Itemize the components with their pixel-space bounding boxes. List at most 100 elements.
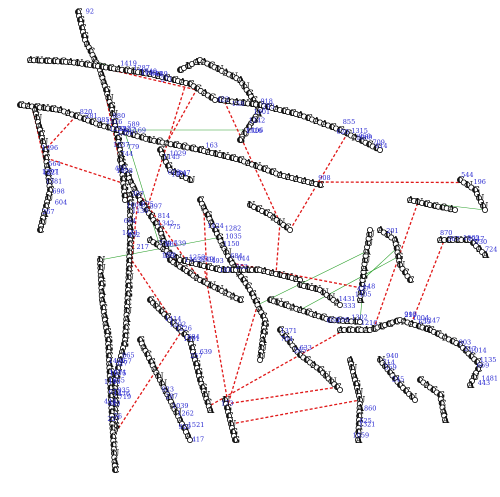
nucleotide-letter: A bbox=[232, 98, 241, 108]
index-label: 1526 bbox=[246, 127, 263, 135]
nucleotide-letter: C bbox=[99, 63, 106, 73]
nucleotide-letter: C bbox=[123, 66, 130, 76]
nucleotide-letter: C bbox=[79, 24, 86, 34]
nucleotide bbox=[366, 226, 373, 233]
nucleotide-letter: A bbox=[312, 117, 321, 127]
nucleotide: U bbox=[126, 249, 135, 259]
nucleotide-letter: U bbox=[242, 129, 250, 139]
index-label: 913 bbox=[404, 311, 416, 319]
index-label: 1337 bbox=[113, 141, 130, 149]
index-label: 387 bbox=[119, 125, 131, 133]
nucleotide-letter: C bbox=[43, 202, 50, 212]
pseudoknot-link bbox=[44, 115, 77, 151]
nucleotide bbox=[256, 356, 263, 363]
pseudoknot-link bbox=[146, 82, 187, 211]
index-label: 604 bbox=[55, 199, 67, 207]
nucleotide-letter: C bbox=[407, 276, 414, 286]
pseudoknot-link bbox=[112, 331, 182, 438]
nucleotide-letter: G bbox=[251, 116, 259, 126]
nucleotide-letter: G bbox=[112, 422, 120, 432]
nucleotide-letter: C bbox=[126, 265, 133, 275]
index-label: 880 bbox=[113, 112, 125, 120]
nucleotide-letter: G bbox=[107, 376, 115, 386]
pseudoknot-link bbox=[225, 386, 338, 405]
index-label: 724 bbox=[485, 246, 497, 254]
nucleotide-letter: A bbox=[126, 216, 135, 226]
nucleotide bbox=[411, 396, 418, 403]
pairing-link bbox=[362, 248, 397, 281]
index-label: 855 bbox=[343, 118, 355, 126]
index-label: 417 bbox=[192, 436, 204, 444]
index-label: 1282 bbox=[225, 224, 242, 232]
nucleotide-letter: C bbox=[237, 296, 244, 306]
nucleotide-letter: A bbox=[296, 111, 305, 121]
nucleotide-letter: U bbox=[112, 414, 120, 424]
pseudoknot-link bbox=[203, 207, 208, 284]
index-label: 923 bbox=[162, 386, 174, 394]
nucleotide-letter: A bbox=[97, 272, 106, 282]
index-label: 201 bbox=[386, 227, 398, 235]
nucleotide-letter: U bbox=[127, 207, 135, 217]
nucleotide-letter: G bbox=[112, 397, 120, 407]
nucleotide-letter: A bbox=[123, 315, 132, 325]
nucleotide-letter: A bbox=[320, 120, 329, 130]
nucleotide-letter: A bbox=[154, 72, 163, 82]
nucleotide-letter: C bbox=[181, 143, 188, 153]
index-label: 1297 bbox=[42, 168, 59, 176]
nucleotide-letter: C bbox=[17, 101, 24, 111]
nucleotide: C bbox=[406, 276, 415, 286]
nucleotide-letter: C bbox=[117, 142, 124, 152]
nucleotide-letter: C bbox=[177, 66, 184, 76]
nucleotide-letter: U bbox=[127, 249, 135, 259]
index-label: 544 bbox=[461, 171, 473, 179]
nucleotide-letter: A bbox=[126, 191, 135, 201]
index-label: 704 bbox=[281, 335, 293, 343]
nucleotide-letter: U bbox=[45, 194, 53, 204]
index-label: 92 bbox=[86, 8, 94, 16]
nucleotide: G bbox=[231, 436, 240, 446]
nucleotide: C bbox=[125, 265, 133, 275]
nucleotide-letter: C bbox=[37, 226, 44, 236]
pseudoknot-link bbox=[223, 100, 281, 223]
nucleotide-letter: A bbox=[163, 139, 172, 149]
index-label: 1381 bbox=[46, 178, 63, 186]
nucleotide-letter: G bbox=[121, 340, 129, 350]
nucleotide-letter: C bbox=[123, 332, 130, 342]
nucleotide-letter: A bbox=[24, 102, 33, 112]
nucleotide-letter: A bbox=[466, 381, 475, 391]
nucleotide-letter: U bbox=[187, 176, 195, 186]
pairing-link bbox=[124, 132, 161, 247]
nucleotide-letter: C bbox=[261, 165, 268, 175]
nucleotide-letter: C bbox=[38, 130, 45, 140]
nucleotide-letter: U bbox=[126, 274, 134, 284]
nucleotide-letter: A bbox=[146, 70, 155, 80]
index-label: 1371 bbox=[281, 327, 298, 335]
nucleotide-letter: U bbox=[98, 264, 106, 274]
nucleotide: C bbox=[37, 226, 45, 236]
nucleotide: U bbox=[186, 176, 195, 186]
nucleotide-letter: A bbox=[106, 360, 115, 370]
nucleotide-letter: G bbox=[108, 392, 116, 402]
nucleotide-letter: C bbox=[123, 324, 130, 334]
nucleotide-letter: A bbox=[206, 406, 215, 416]
nucleotide: A bbox=[206, 406, 215, 416]
index-label: 173 bbox=[221, 400, 233, 408]
index-label: 698 bbox=[52, 187, 64, 195]
nucleotide-letter: U bbox=[46, 178, 54, 188]
nucleotide: C bbox=[112, 466, 120, 476]
index-label: 227 bbox=[107, 415, 119, 423]
nucleotide-letter: A bbox=[300, 177, 309, 187]
index-label: 549 bbox=[108, 400, 120, 408]
nucleotide: A bbox=[466, 381, 475, 391]
index-label: 918 bbox=[261, 98, 273, 106]
index-label: 1135 bbox=[480, 356, 497, 364]
index-label: 870 bbox=[440, 229, 452, 237]
index-label: 850 bbox=[327, 317, 339, 325]
nucleotide-letter: A bbox=[126, 224, 135, 234]
nucleotide-letter: C bbox=[107, 64, 114, 74]
index-label: 639 bbox=[200, 348, 212, 356]
nucleotide-letter: C bbox=[51, 57, 58, 67]
nucleotide-letter: A bbox=[276, 171, 285, 181]
index-label: 1059 bbox=[353, 432, 370, 440]
